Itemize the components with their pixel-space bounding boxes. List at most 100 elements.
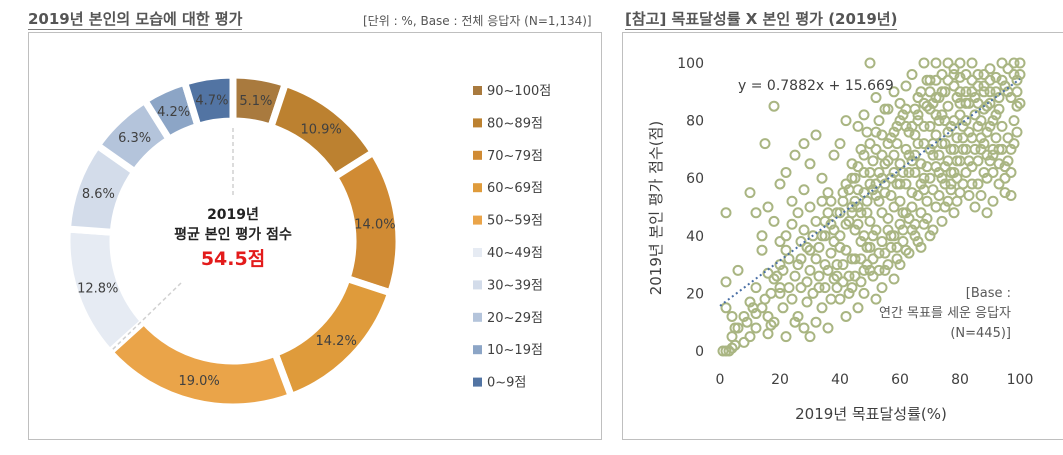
scatter-point [930,57,942,69]
scatter-point [783,282,795,294]
scatter-point [855,236,867,248]
scatter-point [873,247,885,259]
scatter-point [786,218,798,230]
scatter-point [981,207,993,219]
legend-label: 20~29점 [487,311,543,326]
scatter-point [849,224,861,236]
scatter-point [960,86,972,98]
scatter-point [894,115,906,127]
scatter-point [885,230,897,242]
scatter-point [930,201,942,213]
scatter-point [966,161,978,173]
left-unit-note: [단위 : %, Base : 전체 응답자 (N=1,134)] [363,14,592,28]
scatter-point [963,126,975,138]
scatter-point [975,115,987,127]
y-tick-label: 100 [677,56,704,72]
scatter-point [891,120,903,132]
scatter-point [954,109,966,121]
scatter-point [987,149,999,161]
y-tick-label: 80 [686,114,704,130]
scatter-point [951,132,963,144]
scatter-point [822,322,834,334]
scatter-point [900,178,912,190]
scatter-point [999,172,1011,184]
scatter-point [843,184,855,196]
scatter-point [801,241,813,253]
scatter-point [1011,74,1023,86]
scatter-point [849,253,861,265]
scatter-point [993,103,1005,115]
donut-slices [63,71,403,411]
scatter-point [867,270,879,282]
scatter-point [762,328,774,340]
scatter-point [750,322,762,334]
x-axis-label: 2019년 목표달성률(%) [795,405,947,423]
scatter-point [918,97,930,109]
scatter-point [1005,189,1017,201]
scatter-point [1014,97,1026,109]
scatter-point [1005,143,1017,155]
scatter-point [882,213,894,225]
scatter-point [813,270,825,282]
scatter-point [837,276,849,288]
scatter-point [891,241,903,253]
scatter-point [1002,63,1014,75]
x-tick-label: 80 [951,372,969,388]
scatter-point [942,126,954,138]
scatter-point [1011,100,1023,112]
scatter-point [768,100,780,112]
scatter-point [897,109,909,121]
scatter-point [912,189,924,201]
scatter-point [882,138,894,150]
scatter-point [807,230,819,242]
scatter-point [840,310,852,322]
scatter-point [903,166,915,178]
scatter-point [942,57,954,69]
scatter-point [966,57,978,69]
y-tick-label: 20 [686,286,704,302]
donut-panel: 5.1% 10.9% 14.0% 14.2% 19.0% 12.8% 8.6% 6.3% 4.2… [28,32,602,440]
scatter-point [822,207,834,219]
scatter-point [906,187,918,199]
scatter-point [858,264,870,276]
scatter-point [777,264,789,276]
scatter-point [981,126,993,138]
scatter-point [900,207,912,219]
scatter-point [786,195,798,207]
scatter-point [780,166,792,178]
scatter-point [972,69,984,81]
scatter-point [828,236,840,248]
slice-value-label: 14.0% [354,217,395,232]
x-tick-label: 100 [1007,372,1034,388]
scatter-point [720,276,732,288]
scatter-point [801,276,813,288]
scatter-point [861,126,873,138]
slice-value-label: 14.2% [316,334,357,349]
scatter-point [930,92,942,104]
legend-label: 10~19점 [487,343,543,358]
scatter-point [855,143,867,155]
scatter-point [1011,86,1023,98]
scatter-chart: 0 20 40 60 80 100 0 20 40 60 80 100 y = 0.7882x + 1… [647,56,1034,423]
scatter-panel: 0 20 40 60 80 100 0 20 40 60 80 100 y = 0.7882x + 1… [622,32,1063,440]
legend-label: 90~100점 [487,84,551,99]
scatter-point [888,126,900,138]
scatter-point [1005,166,1017,178]
scatter-point [738,336,750,348]
scatter-point [777,302,789,314]
scatter-point [867,184,879,196]
scatter-point [732,322,744,334]
scatter-point [867,253,879,265]
scatter-point [966,86,978,98]
scatter-point [957,178,969,190]
scatter-point [984,86,996,98]
scatter-point [744,331,756,343]
scatter-point [972,120,984,132]
scatter-point [765,287,777,299]
scatter-point [1002,155,1014,167]
scatter-point [921,213,933,225]
donut-center-value: 54.5점 [201,248,265,270]
scatter-point [882,224,894,236]
scatter-point [873,115,885,127]
scatter-point [792,310,804,322]
